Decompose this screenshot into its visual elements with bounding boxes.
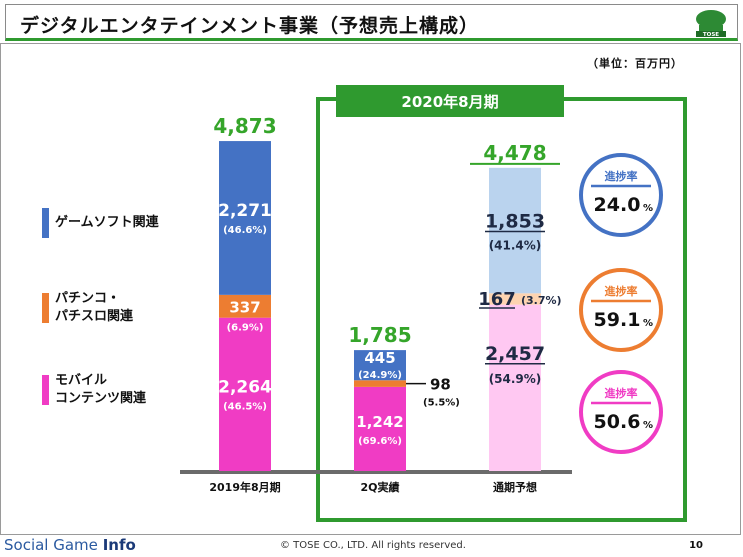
legend-item-mobile: モバイル コンテンツ関連 — [42, 372, 146, 408]
progress-value: 24.0 — [594, 194, 641, 216]
legend-swatch — [42, 293, 49, 323]
legend-item-pachinko: パチンコ・ パチスロ関連 — [42, 290, 133, 326]
pct-label: (46.5%) — [223, 401, 267, 412]
x-tick-label: 通期予想 — [493, 480, 537, 494]
pct-label: (54.9%) — [489, 372, 542, 386]
bar-segment — [219, 294, 271, 318]
progress-unit: % — [643, 318, 653, 329]
legend-label: パチンコ・ パチスロ関連 — [55, 291, 134, 324]
page-title: デジタルエンタテインメント事業（予想売上構成） — [20, 15, 480, 37]
progress-label: 進捗率 — [605, 169, 638, 183]
progress-circle — [579, 153, 663, 237]
legend-label: モバイル コンテンツ関連 — [55, 373, 147, 406]
pct-label: (6.9%) — [227, 323, 264, 334]
progress-label: 進捗率 — [605, 386, 638, 400]
data-label: 2,264 — [218, 377, 272, 397]
legend-label: ゲームソフト関連 — [55, 215, 159, 230]
progress-unit: % — [643, 203, 653, 214]
legend-item-game: ゲームソフト関連 — [42, 208, 159, 238]
pct-label: (3.7%) — [521, 294, 562, 307]
bar-segment — [489, 293, 541, 305]
total-label: 4,873 — [213, 114, 276, 138]
data-label: 1,242 — [356, 413, 403, 431]
progress-value: 50.6 — [594, 411, 641, 433]
bar-segment — [489, 167, 541, 294]
title-bar: デジタルエンタテインメント事業（予想売上構成） TOSE — [5, 4, 738, 41]
bar-segment — [489, 304, 541, 471]
bar-segment — [354, 386, 406, 471]
pct-label: (46.6%) — [223, 225, 267, 236]
x-tick-label: 2Q実績 — [360, 480, 399, 494]
bar-segment — [219, 317, 271, 471]
pct-label: (24.9%) — [358, 370, 402, 381]
x-axis-baseline — [180, 470, 572, 474]
bar-segment — [219, 141, 271, 295]
pct-label: (41.4%) — [489, 239, 542, 253]
legend-swatch — [42, 375, 49, 405]
progress-value: 59.1 — [594, 309, 641, 331]
bar-segment — [354, 380, 406, 387]
period-header — [336, 85, 564, 117]
pct-label: (5.5%) — [423, 398, 460, 409]
footer-brand: Social Game Info — [4, 536, 136, 554]
content-frame — [0, 43, 741, 535]
page-number: 10 — [689, 540, 703, 551]
data-label: 167 — [478, 289, 516, 310]
data-label: 2,271 — [218, 201, 272, 221]
progress-unit: % — [643, 420, 653, 431]
data-label: 337 — [229, 298, 260, 316]
period-header-label: 2020年8月期 — [401, 93, 498, 111]
progress-circle — [579, 268, 663, 352]
data-label: 445 — [364, 349, 395, 367]
data-label: 2,457 — [485, 343, 545, 365]
bar-segment — [354, 350, 406, 381]
tose-logo: TOSE — [693, 8, 729, 38]
legend-swatch — [42, 208, 49, 238]
logo-text: TOSE — [703, 32, 719, 38]
pct-label: (69.6%) — [358, 436, 402, 447]
data-label: 1,853 — [485, 211, 545, 233]
progress-label: 進捗率 — [605, 284, 638, 298]
unit-label: （単位：百万円） — [587, 57, 683, 70]
progress-circle — [579, 370, 663, 454]
x-tick-label: 2019年8月期 — [209, 480, 280, 494]
total-label: 4,478 — [483, 141, 546, 165]
data-label: 98 — [430, 376, 451, 394]
total-label: 1,785 — [348, 323, 411, 347]
footer-copyright: © TOSE CO., LTD. All rights reserved. — [280, 540, 466, 551]
